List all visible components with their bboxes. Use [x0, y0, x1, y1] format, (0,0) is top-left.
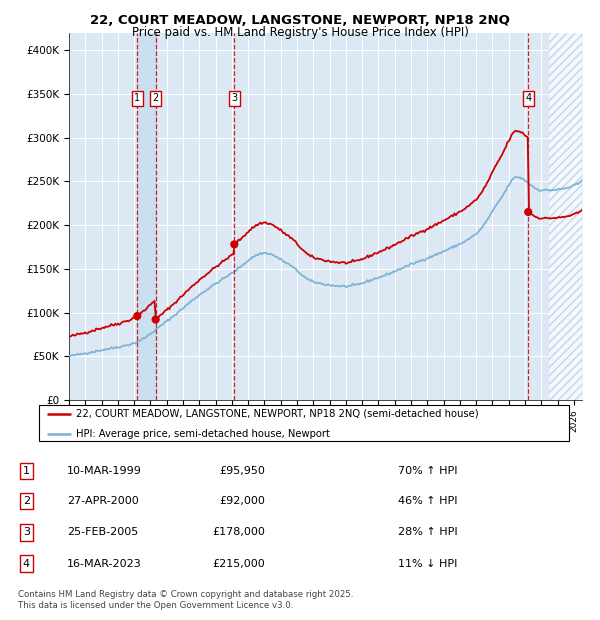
- Text: 70% ↑ HPI: 70% ↑ HPI: [398, 466, 457, 476]
- Point: [523, 207, 533, 217]
- Text: 46% ↑ HPI: 46% ↑ HPI: [398, 496, 457, 506]
- Bar: [137, 33, 155, 400]
- Text: £215,000: £215,000: [212, 559, 265, 569]
- Text: 11% ↓ HPI: 11% ↓ HPI: [398, 559, 457, 569]
- Text: £95,950: £95,950: [220, 466, 265, 476]
- FancyBboxPatch shape: [38, 405, 569, 441]
- Text: 1: 1: [23, 466, 30, 476]
- Text: 4: 4: [525, 94, 532, 104]
- Point: [133, 311, 142, 321]
- Point: [230, 239, 239, 249]
- Text: Price paid vs. HM Land Registry's House Price Index (HPI): Price paid vs. HM Land Registry's House …: [131, 26, 469, 39]
- Text: 10-MAR-1999: 10-MAR-1999: [67, 466, 142, 476]
- Text: 22, COURT MEADOW, LANGSTONE, NEWPORT, NP18 2NQ: 22, COURT MEADOW, LANGSTONE, NEWPORT, NP…: [90, 14, 510, 27]
- Text: 22, COURT MEADOW, LANGSTONE, NEWPORT, NP18 2NQ (semi-detached house): 22, COURT MEADOW, LANGSTONE, NEWPORT, NP…: [76, 409, 479, 419]
- Point: [151, 314, 160, 324]
- Text: 16-MAR-2023: 16-MAR-2023: [67, 559, 142, 569]
- Text: 1: 1: [134, 94, 140, 104]
- Bar: [550, 33, 582, 400]
- Text: 4: 4: [23, 559, 30, 569]
- Text: 27-APR-2000: 27-APR-2000: [67, 496, 139, 506]
- Text: 2: 2: [152, 94, 159, 104]
- Text: 3: 3: [231, 94, 238, 104]
- Text: 28% ↑ HPI: 28% ↑ HPI: [398, 528, 458, 538]
- Text: 3: 3: [23, 528, 30, 538]
- Text: Contains HM Land Registry data © Crown copyright and database right 2025.: Contains HM Land Registry data © Crown c…: [18, 590, 353, 600]
- Text: £92,000: £92,000: [220, 496, 265, 506]
- Text: HPI: Average price, semi-detached house, Newport: HPI: Average price, semi-detached house,…: [76, 428, 330, 438]
- Text: 2: 2: [23, 496, 30, 506]
- Text: 25-FEB-2005: 25-FEB-2005: [67, 528, 138, 538]
- Text: £178,000: £178,000: [212, 528, 265, 538]
- Text: This data is licensed under the Open Government Licence v3.0.: This data is licensed under the Open Gov…: [18, 601, 293, 611]
